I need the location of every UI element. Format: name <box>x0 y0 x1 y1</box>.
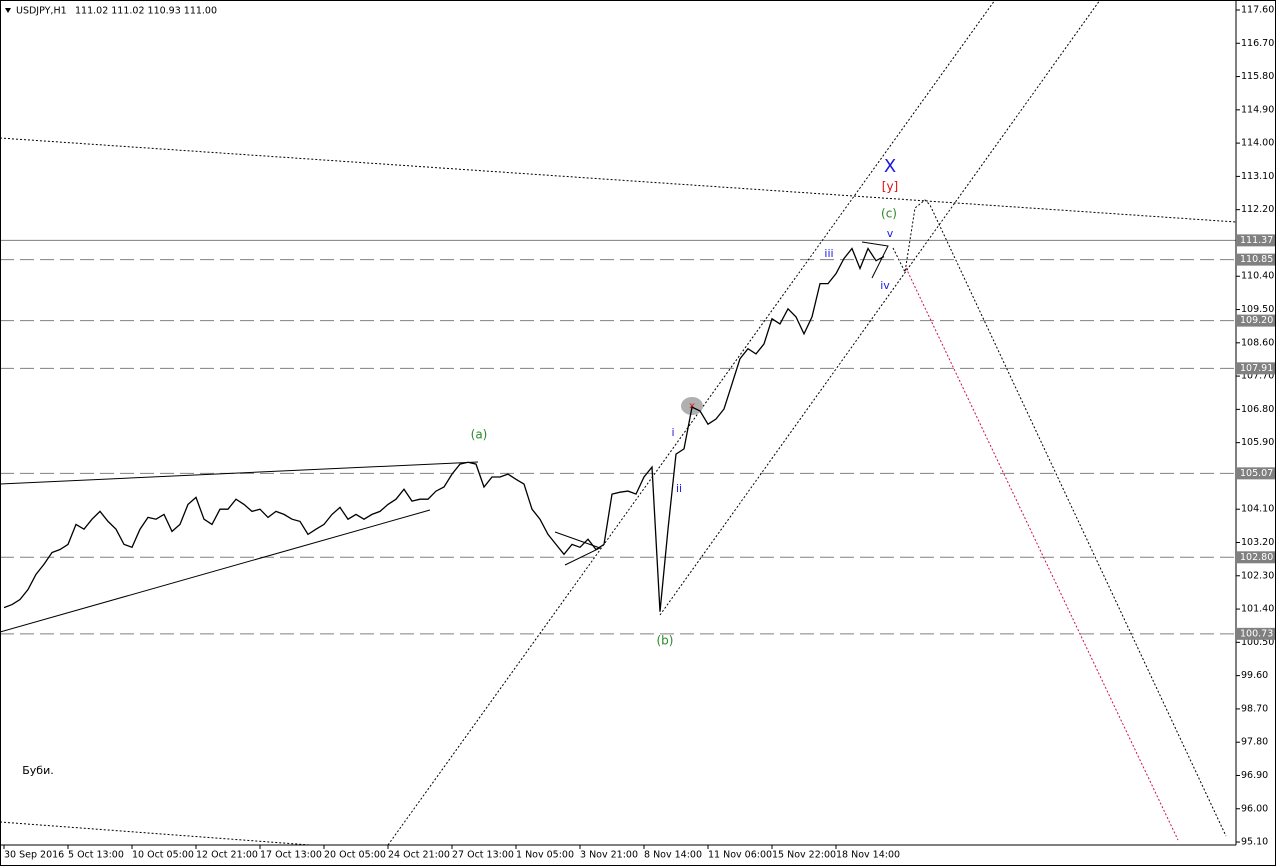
level-label-box <box>1237 362 1275 375</box>
wave-label: i <box>671 426 674 439</box>
wave-label: (a) <box>471 428 488 442</box>
y-tick-label: 95.10 <box>1241 837 1268 848</box>
level-label-box <box>1237 234 1275 247</box>
trend-line <box>0 461 479 485</box>
y-tick-label: 115.80 <box>1241 71 1274 82</box>
y-tick-label: 99.60 <box>1241 670 1268 681</box>
level-label-box <box>1237 627 1275 640</box>
y-tick-label: 96.90 <box>1241 770 1268 781</box>
projection-line <box>905 267 1179 841</box>
y-tick-label: 100.50 <box>1241 637 1274 648</box>
y-tick-label: 109.50 <box>1241 304 1274 315</box>
y-tick-label: 103.20 <box>1241 537 1274 548</box>
y-tick-label: 104.10 <box>1241 504 1274 515</box>
wave-label: iii <box>824 247 833 260</box>
x-tick-label: 5 Oct 13:00 <box>68 850 124 861</box>
y-tick-label: 96.00 <box>1241 803 1268 814</box>
price-line <box>3 247 885 612</box>
y-tick-label: 98.70 <box>1241 703 1268 714</box>
wave-label: (c) <box>881 207 897 221</box>
x-tick-label: 1 Nov 05:00 <box>516 850 574 861</box>
x-tick-label: 27 Oct 13:00 <box>452 850 514 861</box>
channel-line <box>387 0 996 846</box>
wave-label: iv <box>880 279 890 292</box>
wave-label: [y] <box>882 180 898 194</box>
y-tick-label: 114.90 <box>1241 104 1274 115</box>
y-tick-label: 101.40 <box>1241 604 1274 615</box>
level-label: 102.80 <box>1240 552 1273 563</box>
chart-title: USDJPY,H1 <box>16 6 67 17</box>
x-tick-label: 15 Nov 22:00 <box>772 850 836 861</box>
x-tick-label: 11 Nov 06:00 <box>708 850 772 861</box>
y-tick-label: 106.80 <box>1241 404 1274 415</box>
x-tick-label: 18 Nov 14:00 <box>836 850 900 861</box>
y-tick-label: 105.90 <box>1241 437 1274 448</box>
wave-label: ii <box>676 482 682 495</box>
level-label-box <box>1237 253 1275 266</box>
level-label: 100.73 <box>1240 628 1273 639</box>
wave-label: (b) <box>657 634 674 648</box>
dotted-line <box>0 137 1237 223</box>
trend-line <box>861 241 889 279</box>
x-tick-label: 12 Oct 21:00 <box>196 850 258 861</box>
x-tick-label: 17 Oct 13:00 <box>260 850 322 861</box>
level-label: 110.85 <box>1240 254 1273 265</box>
y-tick-label: 112.20 <box>1241 204 1274 215</box>
y-tick-label: 114.00 <box>1241 138 1274 149</box>
x-tick-label: 3 Nov 21:00 <box>580 850 638 861</box>
trend-line <box>0 509 431 633</box>
trend-line <box>554 531 602 566</box>
level-label-box <box>1237 314 1275 327</box>
x-tick-label: 30 Sep 2016 <box>4 850 64 861</box>
wave-label: X <box>884 156 896 177</box>
y-tick-label: 102.30 <box>1241 570 1274 581</box>
level-label: 111.37 <box>1240 235 1273 246</box>
y-tick-label: 113.10 <box>1241 171 1274 182</box>
x-tick-label: 24 Oct 21:00 <box>388 850 450 861</box>
level-label-box <box>1237 551 1275 564</box>
level-label: 105.07 <box>1240 468 1273 479</box>
x-tick-label: 10 Oct 05:00 <box>132 850 194 861</box>
chart-subtitle: 111.02 111.02 110.93 111.00 <box>75 6 217 17</box>
x-tick-label: 20 Oct 05:00 <box>324 850 386 861</box>
y-tick-label: 107.70 <box>1241 371 1274 382</box>
y-tick-label: 117.60 <box>1241 4 1274 15</box>
menu-arrow[interactable] <box>5 8 11 13</box>
y-tick-label: 116.70 <box>1241 38 1274 49</box>
x-tick-label: 8 Nov 14:00 <box>644 850 702 861</box>
wave-label: v <box>887 227 894 240</box>
level-label: 107.91 <box>1240 363 1273 374</box>
y-tick-label: 97.80 <box>1241 737 1268 748</box>
level-label: 109.20 <box>1240 315 1273 326</box>
wave-label: Буби. <box>22 764 54 777</box>
y-tick-label: 110.40 <box>1241 271 1274 282</box>
y-tick-label: 108.60 <box>1241 337 1274 348</box>
highlight <box>681 397 703 415</box>
level-label-box <box>1237 467 1275 480</box>
